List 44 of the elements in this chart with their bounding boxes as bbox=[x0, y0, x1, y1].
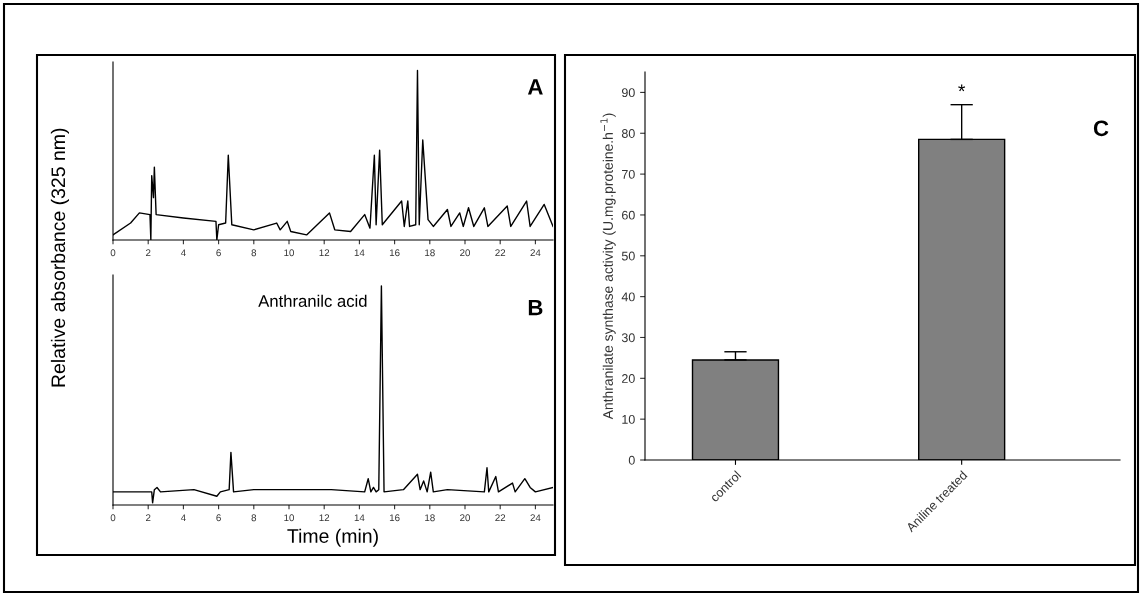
y-tick-label: 90 bbox=[621, 88, 635, 98]
annotation: * bbox=[958, 84, 966, 92]
x-tick-label: 14 bbox=[354, 249, 365, 257]
x-tick-label: 10 bbox=[284, 249, 295, 257]
x-tick-label: 2 bbox=[145, 249, 151, 257]
x-tick-label: 10 bbox=[284, 514, 295, 522]
x-tick-label: 6 bbox=[216, 249, 221, 257]
y-tick-label: 10 bbox=[622, 414, 635, 424]
y-tick-label: 60 bbox=[622, 210, 635, 220]
x-tick-label: 14 bbox=[354, 514, 365, 522]
x-tick-label: 18 bbox=[425, 249, 435, 257]
x-tick-label: 0 bbox=[110, 249, 116, 257]
x-tick-label: 8 bbox=[251, 249, 257, 257]
x-tick-label: 24 bbox=[530, 249, 541, 257]
y-axis-title: Anthranilate synthase activity (U.mg.proteine.h$^{−1}$) bbox=[600, 113, 616, 420]
y-axis-title: Relative absorbance (325 nm) bbox=[50, 128, 69, 387]
annotation: C bbox=[1093, 120, 1109, 137]
x-tick-label: 0 bbox=[110, 514, 116, 522]
x-tick-label: 6 bbox=[216, 514, 221, 522]
x-tick-label: 12 bbox=[319, 514, 330, 522]
x-tick-label: 22 bbox=[495, 249, 506, 257]
x-tick-label: 18 bbox=[425, 514, 435, 522]
x-tick-label: 8 bbox=[251, 514, 257, 522]
x-tick-label: 2 bbox=[145, 514, 151, 522]
annotation: Anthranilc acid bbox=[258, 294, 367, 307]
x-tick-label: 20 bbox=[460, 514, 471, 522]
annotation: A bbox=[527, 79, 543, 95]
x-tick-label: 16 bbox=[389, 514, 400, 522]
x-tick-label: 22 bbox=[495, 514, 506, 522]
x-tick-label: 16 bbox=[389, 249, 400, 257]
x-axis-title: Time (min) bbox=[287, 528, 378, 547]
y-tick-label: 30 bbox=[621, 333, 635, 343]
y-tick-label: 40 bbox=[621, 292, 635, 302]
x-tick-label: 20 bbox=[460, 249, 471, 257]
y-tick-label: 50 bbox=[621, 251, 635, 261]
y-tick-label: 0 bbox=[628, 455, 635, 465]
y-tick-label: 20 bbox=[622, 374, 635, 383]
x-tick-label: 4 bbox=[180, 249, 186, 257]
x-tick-label: 4 bbox=[180, 514, 186, 522]
x-tick-label: 24 bbox=[530, 514, 541, 522]
x-tick-label: 12 bbox=[319, 249, 330, 257]
annotation: B bbox=[528, 299, 543, 316]
y-tick-label: 80 bbox=[621, 129, 635, 138]
y-tick-label: 70 bbox=[622, 169, 635, 179]
